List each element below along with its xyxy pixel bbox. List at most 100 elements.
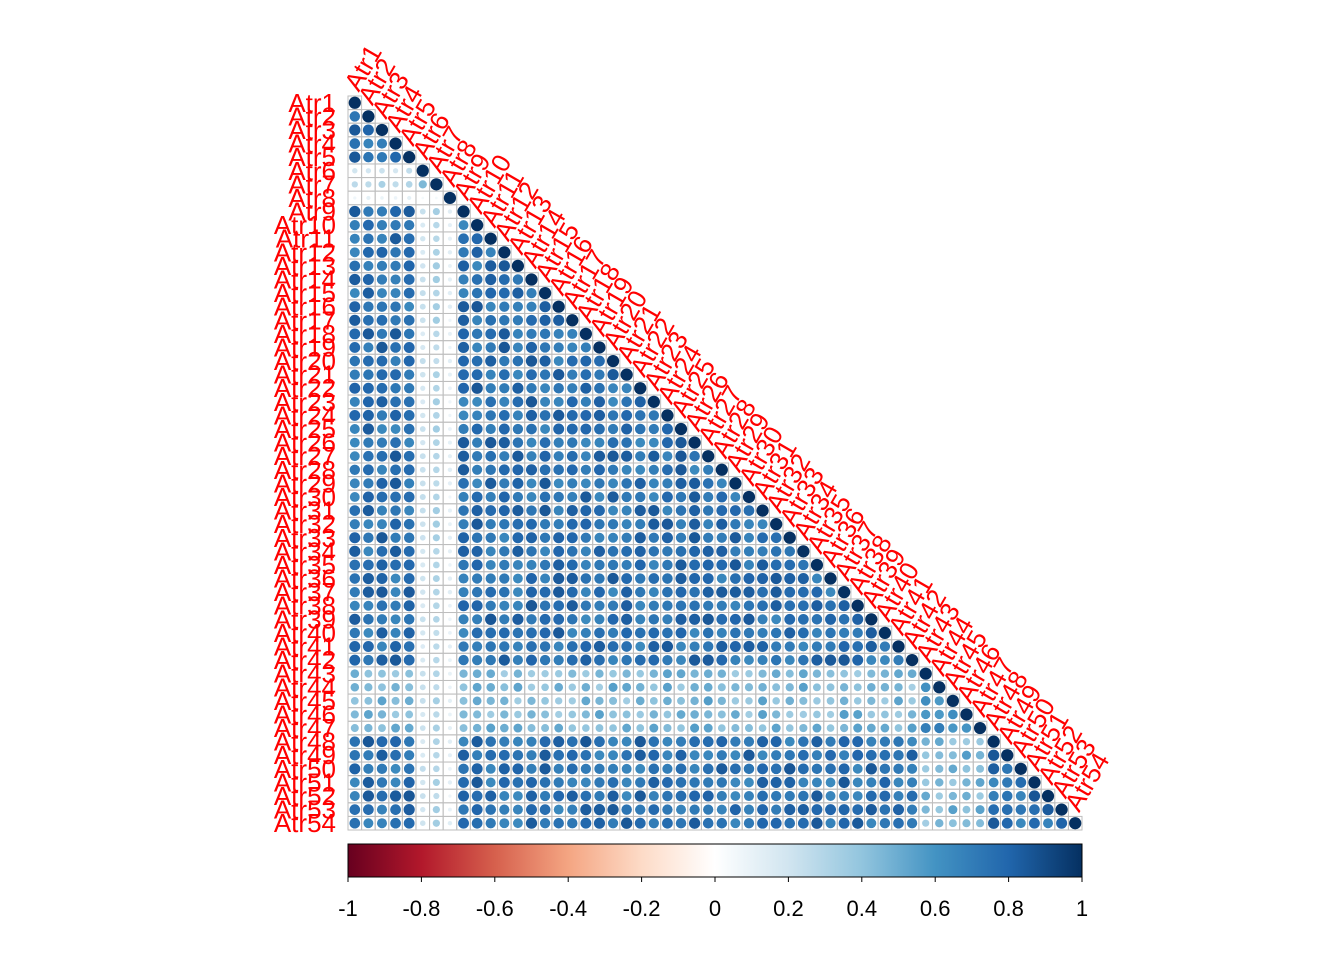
corr-circle [447, 549, 453, 554]
corr-circle [512, 369, 523, 380]
corr-circle [905, 653, 919, 667]
corr-circle [404, 301, 415, 312]
corr-circle [703, 532, 714, 543]
corr-circle [880, 683, 890, 692]
corr-circle [731, 670, 740, 678]
corr-circle [758, 669, 767, 678]
corr-circle [962, 737, 971, 746]
row-label: Atr15 [274, 278, 336, 308]
corr-circle [594, 709, 604, 719]
corr-circle [648, 573, 660, 584]
corr-circle [675, 572, 687, 585]
corr-circle [500, 670, 508, 678]
corr-circle [675, 763, 687, 775]
corr-circle [377, 424, 387, 434]
corr-circle [797, 545, 810, 558]
corr-circle [404, 750, 415, 761]
corr-circle [568, 697, 576, 705]
corr-circle [948, 819, 957, 828]
corr-circle [948, 791, 958, 801]
corr-circle [391, 683, 400, 692]
colorbar-tick-label: 0 [709, 896, 721, 921]
corr-circle [675, 586, 687, 598]
corr-circle [404, 696, 414, 706]
corr-circle [403, 287, 415, 299]
corr-circle [512, 328, 523, 339]
corr-circle [498, 763, 510, 775]
corr-circle [934, 696, 944, 706]
corr-circle [689, 641, 700, 652]
corr-circle [893, 817, 904, 829]
corr-circle [810, 558, 824, 572]
corr-circle [594, 505, 605, 517]
corr-circle [512, 518, 524, 530]
corr-circle [973, 721, 987, 735]
corr-circle [363, 151, 374, 163]
corr-circle [594, 750, 605, 761]
corr-circle [743, 613, 755, 625]
row-label: Atr52 [274, 781, 336, 811]
corr-circle [419, 820, 426, 826]
corr-circle [566, 572, 578, 585]
corr-circle [447, 372, 452, 377]
corr-circle [608, 505, 619, 516]
corr-circle [349, 220, 360, 231]
corr-circle [349, 437, 360, 448]
corr-circle [363, 600, 374, 611]
corr-circle [420, 779, 426, 786]
corr-circle [376, 627, 388, 639]
corr-circle [362, 491, 374, 503]
corr-circle [811, 790, 823, 802]
corr-circle [689, 464, 700, 475]
corr-circle [390, 491, 401, 503]
corr-circle [757, 790, 768, 802]
corr-circle [1043, 818, 1054, 829]
row-label: Atr24 [274, 400, 336, 430]
corr-circle [838, 641, 850, 652]
corr-circle [580, 763, 592, 774]
corr-circle [770, 763, 782, 775]
row-label: Atr8 [288, 183, 336, 213]
corr-circle [433, 751, 440, 759]
corr-circle [457, 341, 470, 354]
corr-circle [962, 819, 971, 828]
corr-circle [784, 817, 796, 829]
corr-circle [702, 450, 715, 463]
corr-circle [485, 613, 497, 625]
corr-circle [485, 396, 497, 408]
corr-circle [362, 641, 374, 652]
corr-circle [420, 711, 426, 718]
corr-circle [526, 627, 537, 639]
row-label: Atr45 [274, 686, 336, 716]
corr-circle [648, 478, 659, 489]
corr-circle [661, 532, 673, 544]
corr-circle [961, 723, 972, 733]
corr-circle [757, 532, 768, 544]
corr-circle [648, 464, 659, 475]
corr-circle [433, 221, 440, 229]
corr-circle [840, 669, 849, 678]
corr-circle [419, 725, 426, 731]
corr-circle [499, 586, 510, 598]
corr-circle [839, 723, 849, 733]
corr-circle [458, 382, 470, 394]
corr-circle [553, 749, 565, 761]
corr-circle [1041, 789, 1055, 803]
corr-circle [458, 614, 469, 625]
corr-circle [458, 763, 469, 775]
corr-circle [580, 749, 592, 761]
corr-circle [853, 723, 863, 733]
corr-circle [825, 627, 836, 639]
corr-circle [988, 804, 1000, 815]
corr-circle [798, 559, 809, 571]
corr-circle [447, 358, 453, 364]
corr-circle [825, 777, 836, 788]
corr-circle [661, 640, 674, 653]
corr-circle [390, 505, 401, 516]
corr-circle [797, 804, 809, 816]
corr-circle [390, 437, 401, 448]
corr-circle [580, 532, 592, 543]
corr-circle [567, 627, 578, 638]
corr-circle [432, 493, 440, 501]
corr-circle [486, 696, 495, 706]
